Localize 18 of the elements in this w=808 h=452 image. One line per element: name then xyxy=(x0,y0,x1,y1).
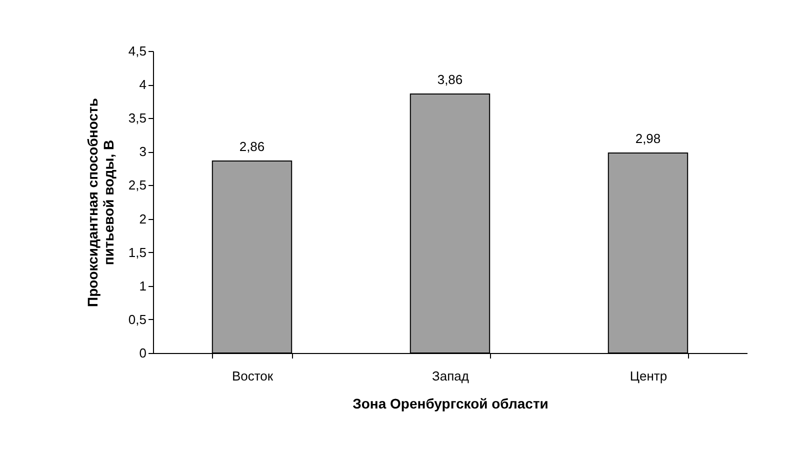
y-tick-label: 3,5 xyxy=(128,110,146,126)
x-tick-label: Восток xyxy=(232,368,274,384)
x-tick-label: Центр xyxy=(630,368,668,384)
data-label: 3,86 xyxy=(437,72,463,87)
y-tick-label: 0,5 xyxy=(128,312,146,327)
y-tick-label: 2,5 xyxy=(128,178,146,193)
y-tick-label: 4 xyxy=(139,77,146,92)
data-label: 2,98 xyxy=(635,131,661,146)
y-axis-title: Прооксидантная способность питьевой воды, В xyxy=(84,98,116,307)
x-tick-label: Запад xyxy=(432,368,470,384)
y-tick-label: 2 xyxy=(139,211,146,226)
y-tick-label: 3 xyxy=(139,144,146,160)
y-tick-label: 1,5 xyxy=(128,244,146,260)
y-tick-label: 1 xyxy=(139,278,146,294)
x-axis-title: Зона Оренбургской области xyxy=(352,396,548,412)
y-tick-label: 0 xyxy=(139,346,146,360)
y-tick-label: 4,5 xyxy=(128,44,146,58)
data-label: 2,86 xyxy=(239,139,265,154)
